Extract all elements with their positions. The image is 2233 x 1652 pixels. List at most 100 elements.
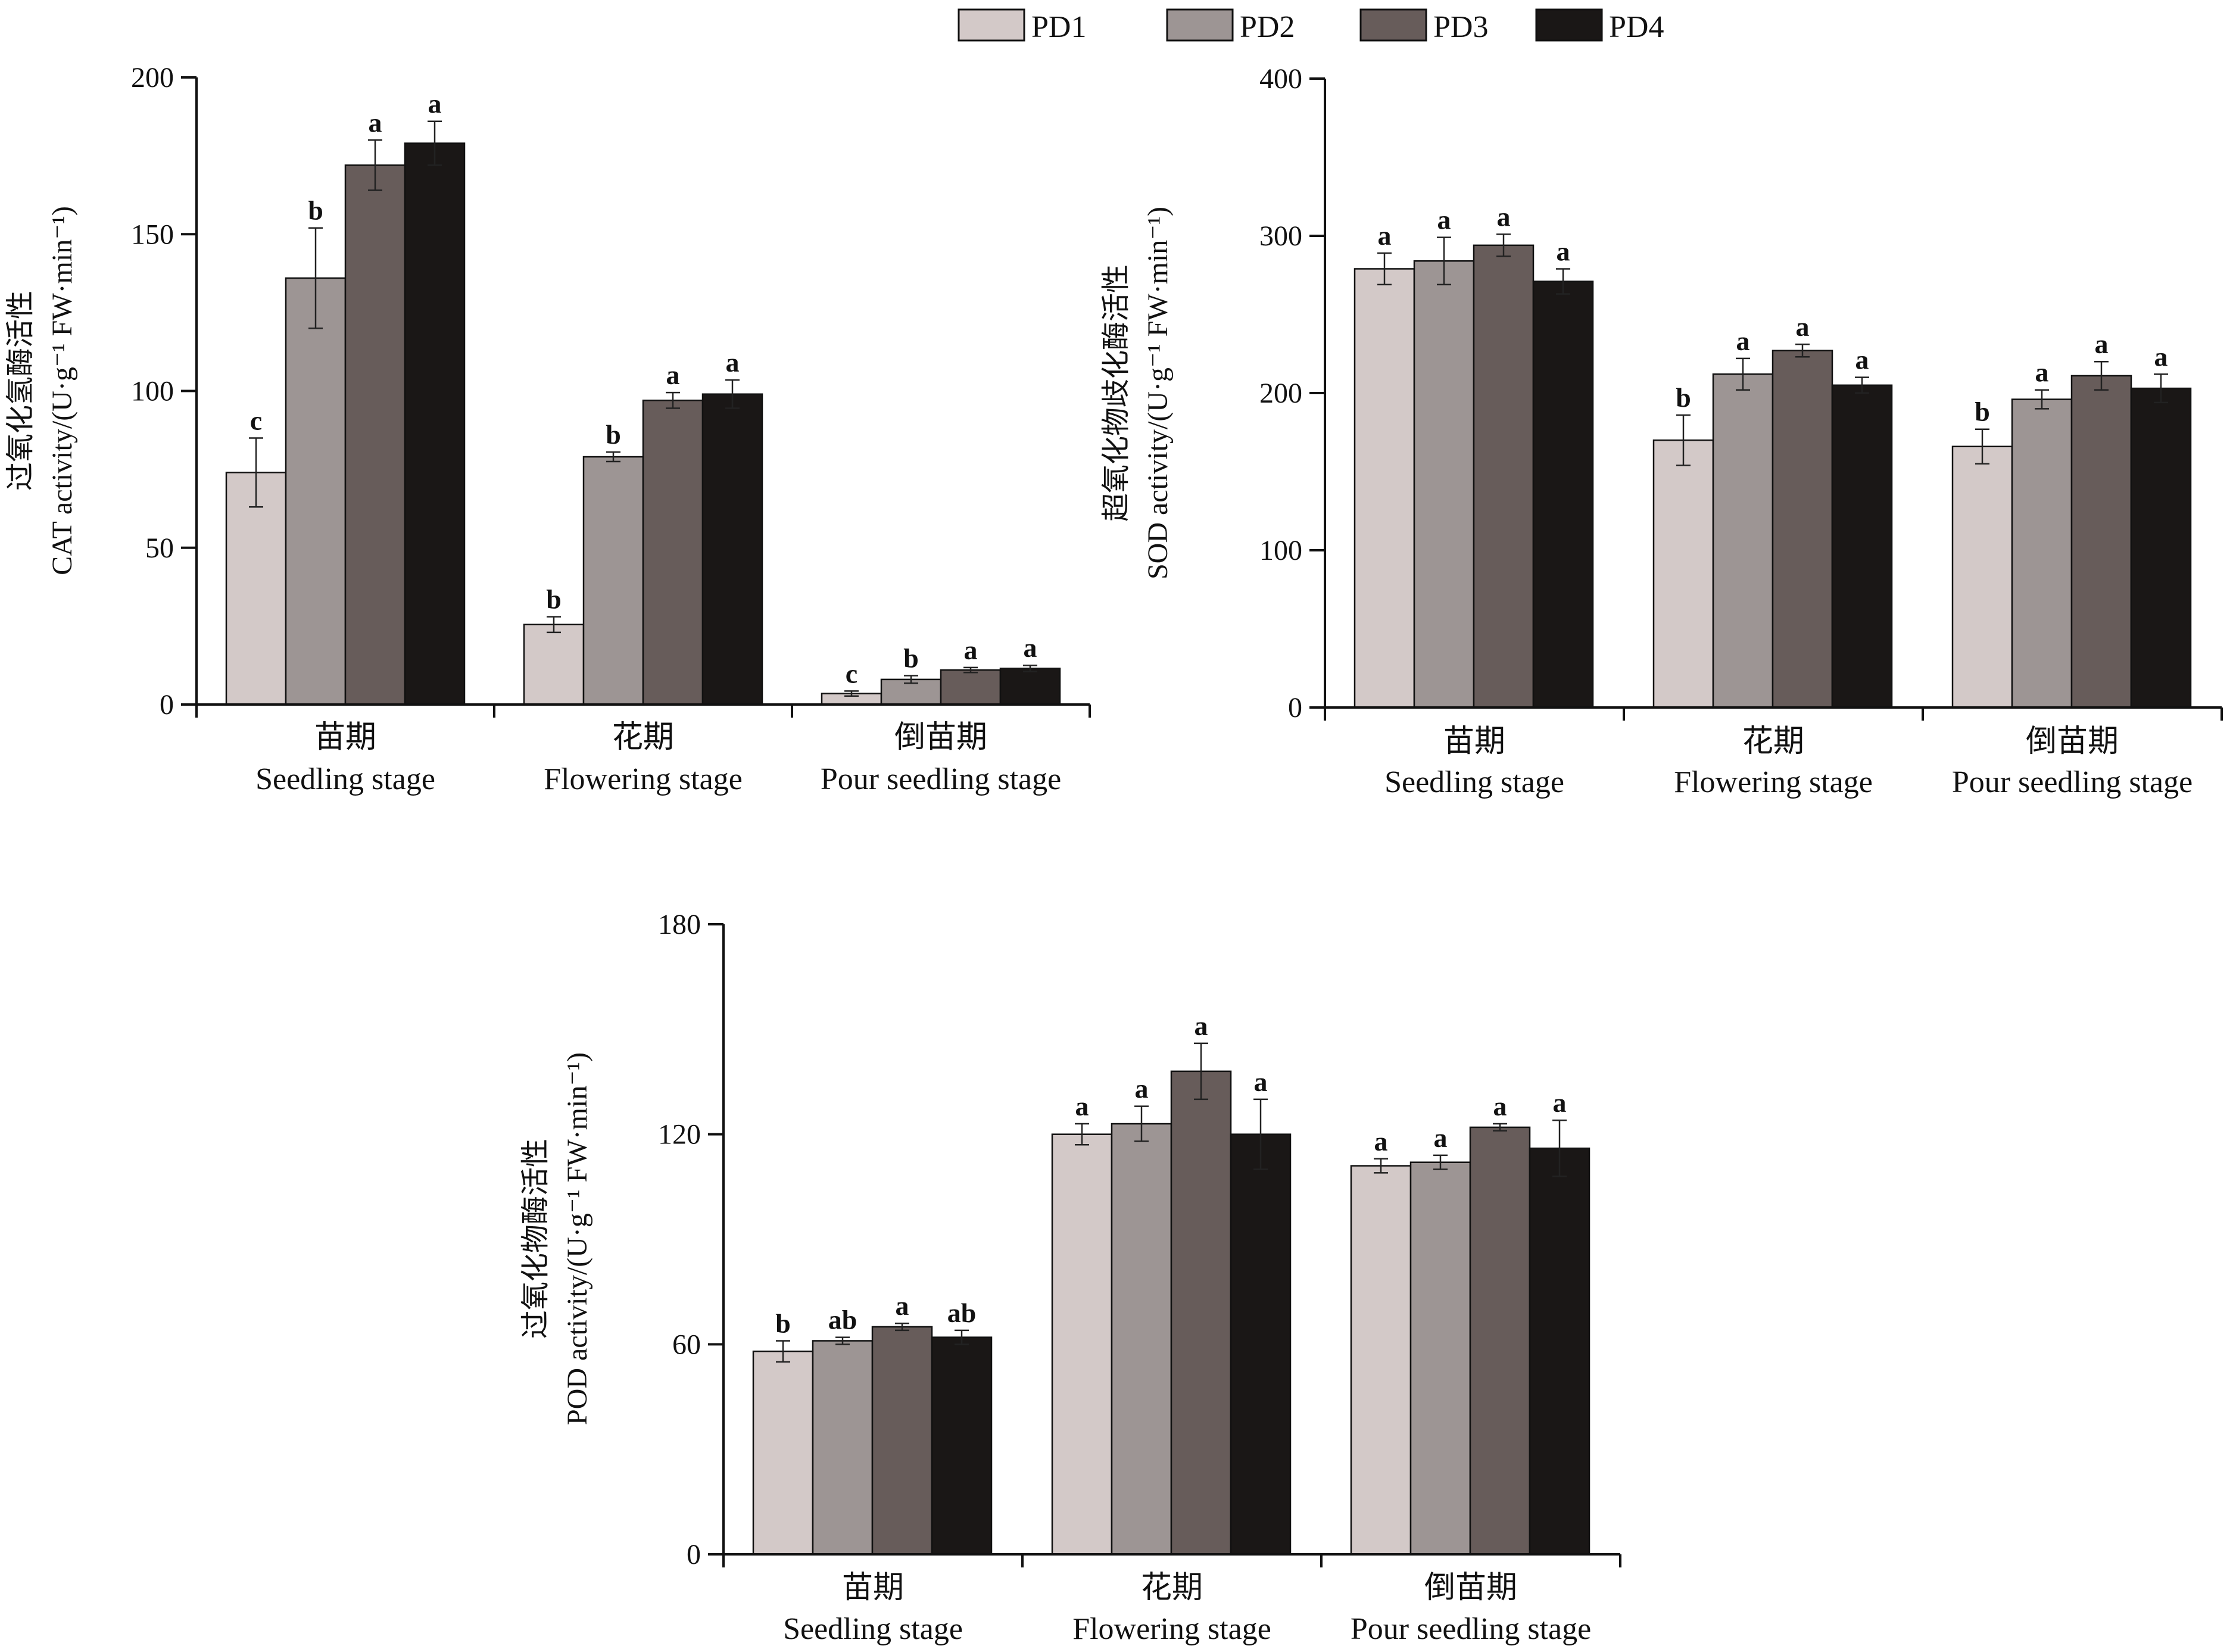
sod-significance-label: a <box>2035 357 2049 388</box>
pod-xcategory-en: Pour seedling stage <box>1351 1612 1591 1646</box>
cat-xcategory-en: Pour seedling stage <box>821 762 1061 796</box>
sod-bar-pd1-1 <box>1652 439 1714 709</box>
cat-significance-label: a <box>369 107 382 138</box>
pod-significance-label: ab <box>947 1298 977 1328</box>
legend-label-pd3: PD3 <box>1433 10 1488 44</box>
sod-ytick-label: 100 <box>1259 535 1302 566</box>
cat-chart-panel: 过氧化氢酶活性 CAT activity/(U·g⁻¹ FW·min⁻¹) 0 50 1… <box>5 62 1091 796</box>
sod-significance-label: a <box>1437 205 1451 235</box>
sod-significance-label: a <box>1557 236 1570 266</box>
cat-xcategory-en: Seedling stage <box>255 762 435 796</box>
sod-ytick-label: 300 <box>1259 220 1302 252</box>
pod-ytick-label: 180 <box>658 909 701 940</box>
cat-bar-pd1-1 <box>523 624 585 706</box>
legend: PD1 PD2 PD3 PD4 <box>958 8 1664 44</box>
cat-significance-label: b <box>606 419 621 450</box>
pod-bar-pd3-0 <box>871 1326 933 1556</box>
pod-xcategory-en: Flowering stage <box>1072 1612 1271 1646</box>
cat-xcategory-en: Flowering stage <box>544 762 743 796</box>
cat-ytick-label: 0 <box>160 689 174 721</box>
legend-swatch-pd2 <box>1166 8 1234 42</box>
cat-significance-label: a <box>726 347 740 378</box>
cat-bar-pd3-0 <box>344 164 406 706</box>
sod-bar-pd2-2 <box>2011 398 2073 709</box>
pod-ylabel-en: POD activity/(U·g⁻¹ FW·min⁻¹) <box>562 1052 593 1425</box>
sod-bar-pd3-0 <box>1473 244 1535 709</box>
pod-ytick-label: 60 <box>672 1329 701 1360</box>
pod-xcategory-cn: 花期 <box>1141 1571 1203 1605</box>
sod-ytick-label: 200 <box>1259 378 1302 409</box>
sod-bar-pd2-1 <box>1712 373 1774 709</box>
pod-chart-panel: 过氧化物酶活性 POD activity/(U·g⁻¹ FW·min⁻¹) 0 60 1… <box>520 909 1621 1646</box>
pod-xcategory-en: Seedling stage <box>783 1612 963 1646</box>
cat-significance-label: b <box>308 195 323 226</box>
sod-xcategory-cn: 倒苗期 <box>2026 725 2119 759</box>
cat-significance-label: b <box>903 643 919 674</box>
sod-bar-pd2-0 <box>1413 260 1475 709</box>
cat-ylabel-cn: 过氧化氢酶活性 <box>5 291 36 491</box>
legend-swatch-pd4 <box>1535 8 1603 42</box>
sod-bar-pd4-1 <box>1831 384 1893 709</box>
pod-significance-label: ab <box>828 1305 857 1335</box>
pod-significance-label: a <box>1553 1087 1567 1118</box>
pod-bar-pd4-2 <box>1529 1147 1590 1556</box>
pod-bar-pd2-1 <box>1111 1123 1172 1556</box>
pod-bar-pd4-0 <box>931 1336 993 1556</box>
pod-significance-label: a <box>1135 1074 1149 1104</box>
sod-chart-panel: 超氧化物歧化酶活性 SOD activity/(U·g⁻¹ FW·min⁻¹) 0 1… <box>1100 63 2223 799</box>
sod-xcategory-cn: 花期 <box>1742 725 1804 759</box>
sod-xcategory-en: Seedling stage <box>1384 765 1564 799</box>
cat-ylabel-en: CAT activity/(U·g⁻¹ FW·min⁻¹) <box>46 206 78 575</box>
sod-significance-label: a <box>1736 326 1750 356</box>
cat-significance-label: a <box>666 360 680 390</box>
cat-xcategory-cn: 倒苗期 <box>894 721 987 755</box>
sod-ylabel-cn: 超氧化物歧化酶活性 <box>1100 264 1132 522</box>
pod-bar-pd1-2 <box>1350 1165 1412 1556</box>
pod-xcategory-cn: 苗期 <box>842 1571 904 1605</box>
cat-bar-pd2-0 <box>285 277 347 706</box>
sod-bar-pd3-1 <box>1772 350 1833 709</box>
cat-bar-pd4-2 <box>999 668 1061 706</box>
sod-bar-pd4-0 <box>1532 280 1594 709</box>
cat-ytick-label: 150 <box>131 219 174 250</box>
cat-bar-pd3-2 <box>940 669 1002 706</box>
sod-ytick-label: 0 <box>1288 692 1302 724</box>
legend-swatch-pd3 <box>1359 8 1427 42</box>
pod-bar-pd2-2 <box>1409 1161 1471 1556</box>
pod-bar-pd1-0 <box>752 1350 814 1556</box>
sod-bar-pd3-2 <box>2070 375 2132 709</box>
cat-significance-label: a <box>1024 632 1037 663</box>
cat-significance-label: c <box>250 405 262 435</box>
sod-ylabel-en: SOD activity/(U·g⁻¹ FW·min⁻¹) <box>1142 207 1174 579</box>
pod-significance-label: a <box>1434 1123 1448 1153</box>
pod-bar-pd1-1 <box>1051 1133 1113 1556</box>
pod-ylabel-cn: 过氧化物酶活性 <box>520 1139 551 1339</box>
sod-significance-label: a <box>2095 329 2109 359</box>
sod-xcategory-en: Pour seedling stage <box>1952 765 2193 799</box>
sod-xcategory-cn: 苗期 <box>1443 725 1505 759</box>
pod-bar-pd2-0 <box>812 1340 874 1556</box>
sod-significance-label: a <box>1855 345 1869 375</box>
pod-bar-pd4-1 <box>1230 1133 1292 1556</box>
pod-significance-label: b <box>775 1308 791 1338</box>
pod-ytick-label: 120 <box>658 1119 701 1151</box>
cat-bar-pd4-1 <box>701 393 763 706</box>
pod-significance-label: a <box>896 1291 909 1321</box>
pod-xcategory-cn: 倒苗期 <box>1424 1571 1517 1605</box>
sod-bar-pd1-0 <box>1353 268 1415 709</box>
legend-label-pd4: PD4 <box>1609 10 1664 44</box>
sod-significance-label: a <box>1378 220 1392 251</box>
legend-label-pd1: PD1 <box>1031 10 1086 44</box>
cat-xcategory-cn: 花期 <box>612 721 674 755</box>
pod-significance-label: a <box>1493 1091 1507 1121</box>
pod-ytick-label: 0 <box>687 1539 701 1570</box>
cat-significance-label: b <box>546 584 562 615</box>
cat-significance-label: c <box>846 658 857 688</box>
cat-significance-label: a <box>428 89 442 119</box>
sod-significance-label: b <box>1676 382 1691 413</box>
pod-significance-label: a <box>1075 1091 1089 1121</box>
pod-bar-pd3-1 <box>1170 1070 1232 1556</box>
pod-significance-label: a <box>1374 1126 1388 1157</box>
sod-significance-label: a <box>1796 311 1810 342</box>
